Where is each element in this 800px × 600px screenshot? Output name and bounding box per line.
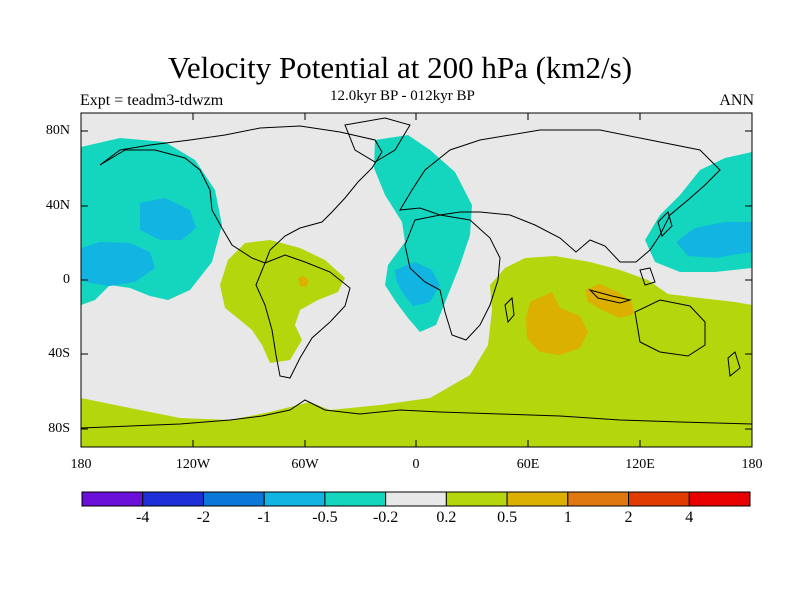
colorbar-swatch: [142, 491, 204, 507]
colorbar-swatch: [263, 491, 326, 507]
contour-pos-south-america: [220, 240, 345, 363]
colorbar-swatch: [324, 491, 387, 507]
contour-neg-pacific-mid-2: [81, 242, 155, 286]
colorbar-tick-label: -2: [196, 509, 211, 526]
contour-pos-indian-mid: [526, 292, 588, 355]
lat-label-40s: 40S: [48, 346, 70, 361]
colorbar-tick-label: -0.5: [312, 509, 338, 526]
lat-label-80n: 80N: [45, 123, 70, 138]
lon-label-60w: 60W: [291, 457, 319, 472]
lat-label-0: 0: [63, 272, 70, 287]
colorbar-tick-label: -0.2: [372, 509, 399, 526]
lat-label-80s: 80S: [48, 421, 70, 436]
colorbar-swatch: [81, 491, 144, 507]
contour-neg-pacific-mid-1: [140, 198, 196, 240]
colorbar-swatch: [506, 491, 569, 507]
contour-neg-pacific-mid-3: [676, 222, 752, 258]
lat-label-40n: 40N: [45, 198, 70, 213]
map-ticks: [81, 113, 752, 447]
lon-label-0: 0: [412, 457, 420, 472]
colorbar-swatch: [688, 491, 751, 507]
colorbar-swatch: [385, 491, 447, 507]
colorbar: [81, 491, 751, 507]
colorbar-swatch: [567, 491, 630, 507]
colorbar-tick-label: 2: [624, 509, 633, 526]
contour-pos-amazon-mid: [298, 276, 309, 287]
map-subtitle: 12.0kyr BP - 012kyr BP: [330, 88, 475, 104]
lon-label-120e: 120E: [625, 457, 655, 472]
colorbar-tick-label: -1: [257, 509, 271, 526]
lon-label-60e: 60E: [516, 457, 540, 472]
colorbar-swatch: [202, 491, 265, 507]
colorbar-tick-label: -4: [136, 509, 150, 526]
colorbar-swatch: [445, 491, 508, 507]
experiment-label: Expt = teadm3-tdwzm: [80, 92, 224, 109]
map-title: Velocity Potential at 200 hPa (km2/s): [167, 50, 633, 85]
colorbar-tick-label: 1: [563, 509, 572, 526]
colorbar-tick-label: 0.5: [497, 509, 518, 526]
lon-label-120w: 120W: [175, 457, 211, 472]
colorbar-tick-label: 4: [685, 509, 694, 526]
contour-pos-indian-ocean: [81, 256, 752, 447]
lon-label-180w: 180: [70, 457, 92, 472]
colorbar-tick-label: 0.2: [436, 509, 457, 526]
lon-label-180e: 180: [741, 457, 763, 472]
coastlines: [81, 117, 752, 429]
colorbar-swatch: [628, 491, 690, 507]
contour-neg-atlantic-mid: [395, 262, 440, 306]
map-plot: [80, 112, 753, 448]
season-label: ANN: [719, 92, 754, 109]
